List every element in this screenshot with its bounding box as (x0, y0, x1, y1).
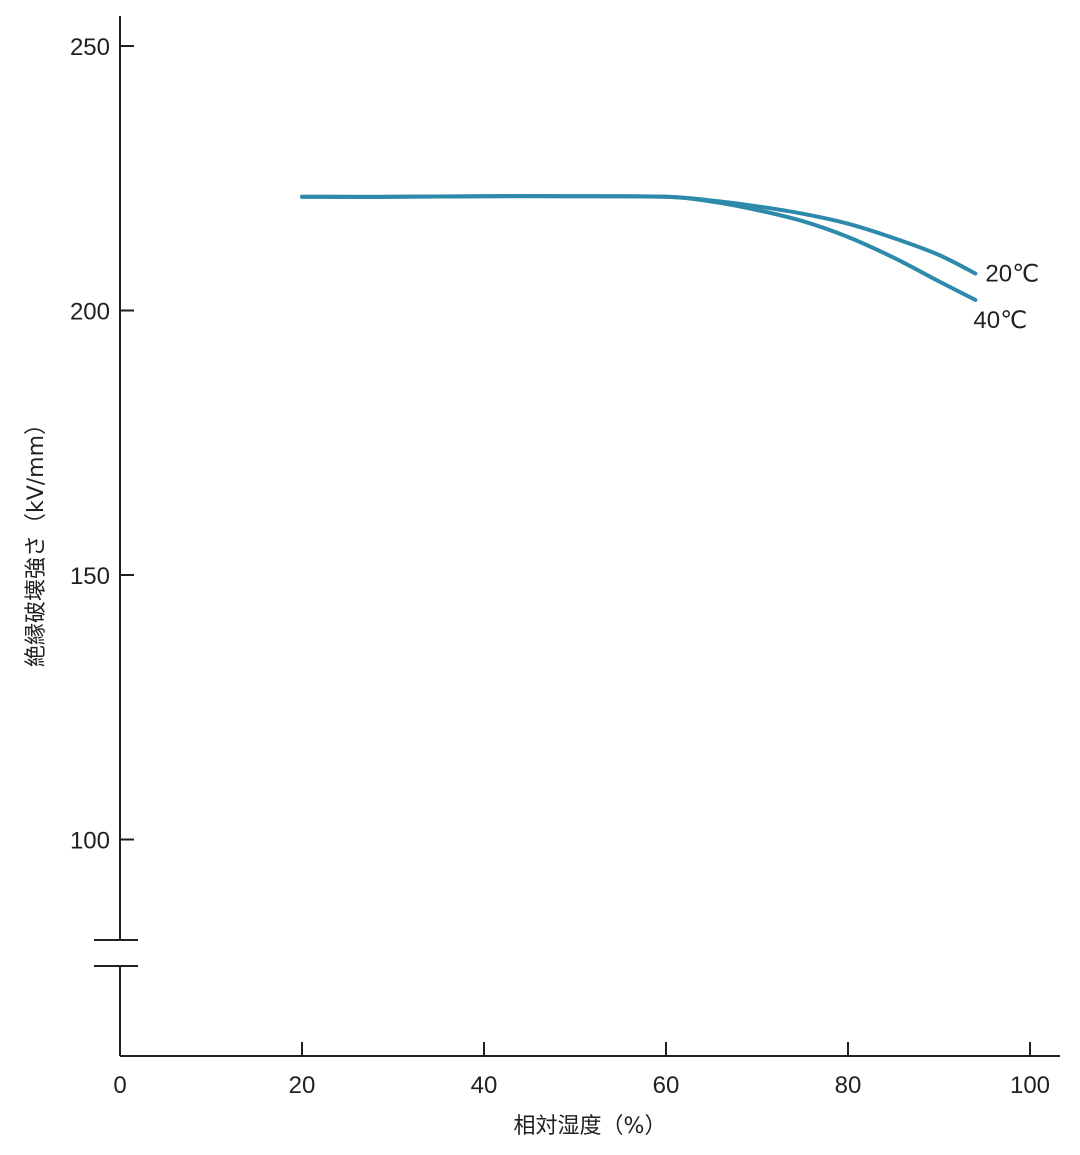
series-label-2: 40℃ (973, 307, 1027, 334)
series-line-2 (300, 194, 978, 302)
y-tick-label: 150 (70, 563, 110, 590)
y-axis-title: 絶縁破壊強さ（kV/mm） (24, 413, 49, 667)
x-tick-label: 100 (1010, 1072, 1050, 1099)
x-tick-label: 80 (835, 1072, 862, 1099)
series-label-1: 20℃ (985, 260, 1039, 287)
x-ticks: 0 20 40 60 80 100 (113, 1042, 1050, 1099)
plot-area: 100 150 200 250 0 20 40 60 80 100 20℃ 40℃ (70, 16, 1060, 1099)
y-tick-label: 200 (70, 299, 110, 326)
series-layer: 20℃ 40℃ (300, 194, 1039, 334)
y-tick-label: 250 (70, 34, 110, 61)
x-tick-label: 20 (289, 1072, 316, 1099)
x-tick-label: 40 (471, 1072, 498, 1099)
y-tick-label: 100 (70, 828, 110, 855)
y-ticks: 100 150 200 250 (70, 34, 134, 855)
x-tick-label: 0 (113, 1072, 126, 1099)
series-line-1 (300, 194, 978, 276)
x-tick-label: 60 (653, 1072, 680, 1099)
x-axis-title: 相対湿度（%） (514, 1114, 667, 1139)
